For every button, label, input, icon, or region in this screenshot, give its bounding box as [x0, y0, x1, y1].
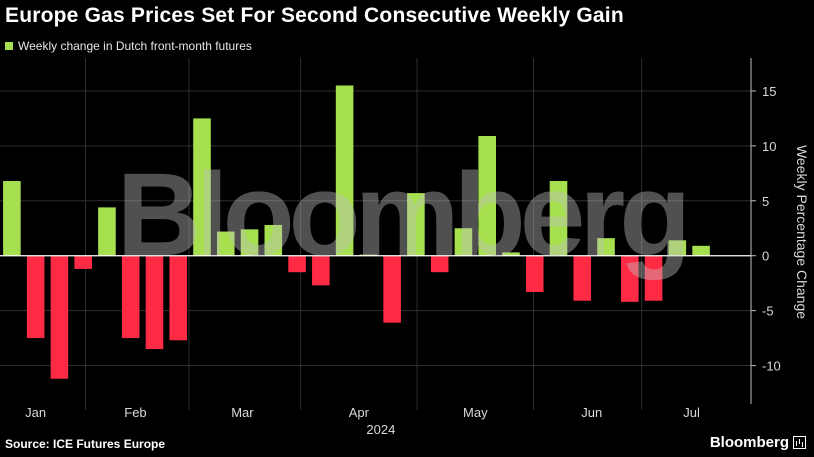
x-tick-label: Mar — [231, 405, 254, 420]
x-axis-year-label: 2024 — [366, 422, 395, 437]
x-tick-label: Jan — [25, 405, 46, 420]
source-note: Source: ICE Futures Europe — [5, 437, 166, 451]
legend-swatch — [5, 42, 13, 50]
x-tick-label: Jul — [683, 405, 700, 420]
bar — [312, 255, 330, 286]
bar — [621, 255, 639, 302]
bar — [478, 135, 496, 256]
axes: 15 10 5 0 -5 -10 Jan Feb Mar Apr May Jun Jul 2024 — [0, 58, 781, 437]
bar — [288, 255, 306, 273]
bar — [549, 181, 568, 256]
bar — [454, 228, 473, 256]
bar-chart-icon — [793, 436, 806, 449]
y-axis-label: Weekly Percentage Change — [794, 145, 810, 319]
bar — [121, 255, 140, 339]
y-tick-label: 0 — [762, 249, 769, 264]
bar — [145, 255, 164, 350]
x-tick-label: May — [463, 405, 488, 420]
bar — [98, 207, 116, 256]
x-tick-label: Jun — [581, 405, 602, 420]
legend: Weekly change in Dutch front-month futur… — [5, 39, 252, 53]
y-tick-label: 5 — [762, 194, 769, 209]
bar — [335, 85, 354, 256]
bar — [644, 255, 663, 301]
bar — [525, 255, 544, 292]
bar — [169, 255, 188, 341]
x-tick-label: Apr — [349, 405, 370, 420]
bar — [430, 255, 449, 273]
bar — [668, 240, 687, 256]
bar — [597, 238, 615, 256]
bar — [502, 252, 520, 256]
bar — [573, 255, 592, 301]
legend-label: Weekly change in Dutch front-month futur… — [18, 39, 252, 53]
bar — [74, 255, 92, 269]
y-tick-label: -10 — [762, 359, 781, 374]
bar — [3, 181, 21, 256]
grid-lines — [0, 58, 751, 410]
brand-logo: Bloomberg — [710, 434, 806, 451]
x-tick-label: Feb — [124, 405, 146, 420]
bar — [692, 245, 710, 256]
bars — [3, 85, 710, 379]
bar — [407, 193, 425, 256]
bar — [383, 255, 401, 323]
y-tick-label: 10 — [762, 139, 776, 154]
y-tick-label: -5 — [762, 304, 774, 319]
y-tick-label: 15 — [762, 84, 776, 99]
bar — [50, 255, 69, 379]
bar — [264, 224, 283, 256]
bar — [240, 229, 259, 256]
bar — [216, 231, 235, 256]
chart-title: Europe Gas Prices Set For Second Consecu… — [5, 4, 624, 27]
bar — [26, 255, 45, 339]
bar — [193, 118, 211, 256]
brand-name: Bloomberg — [709, 434, 789, 451]
